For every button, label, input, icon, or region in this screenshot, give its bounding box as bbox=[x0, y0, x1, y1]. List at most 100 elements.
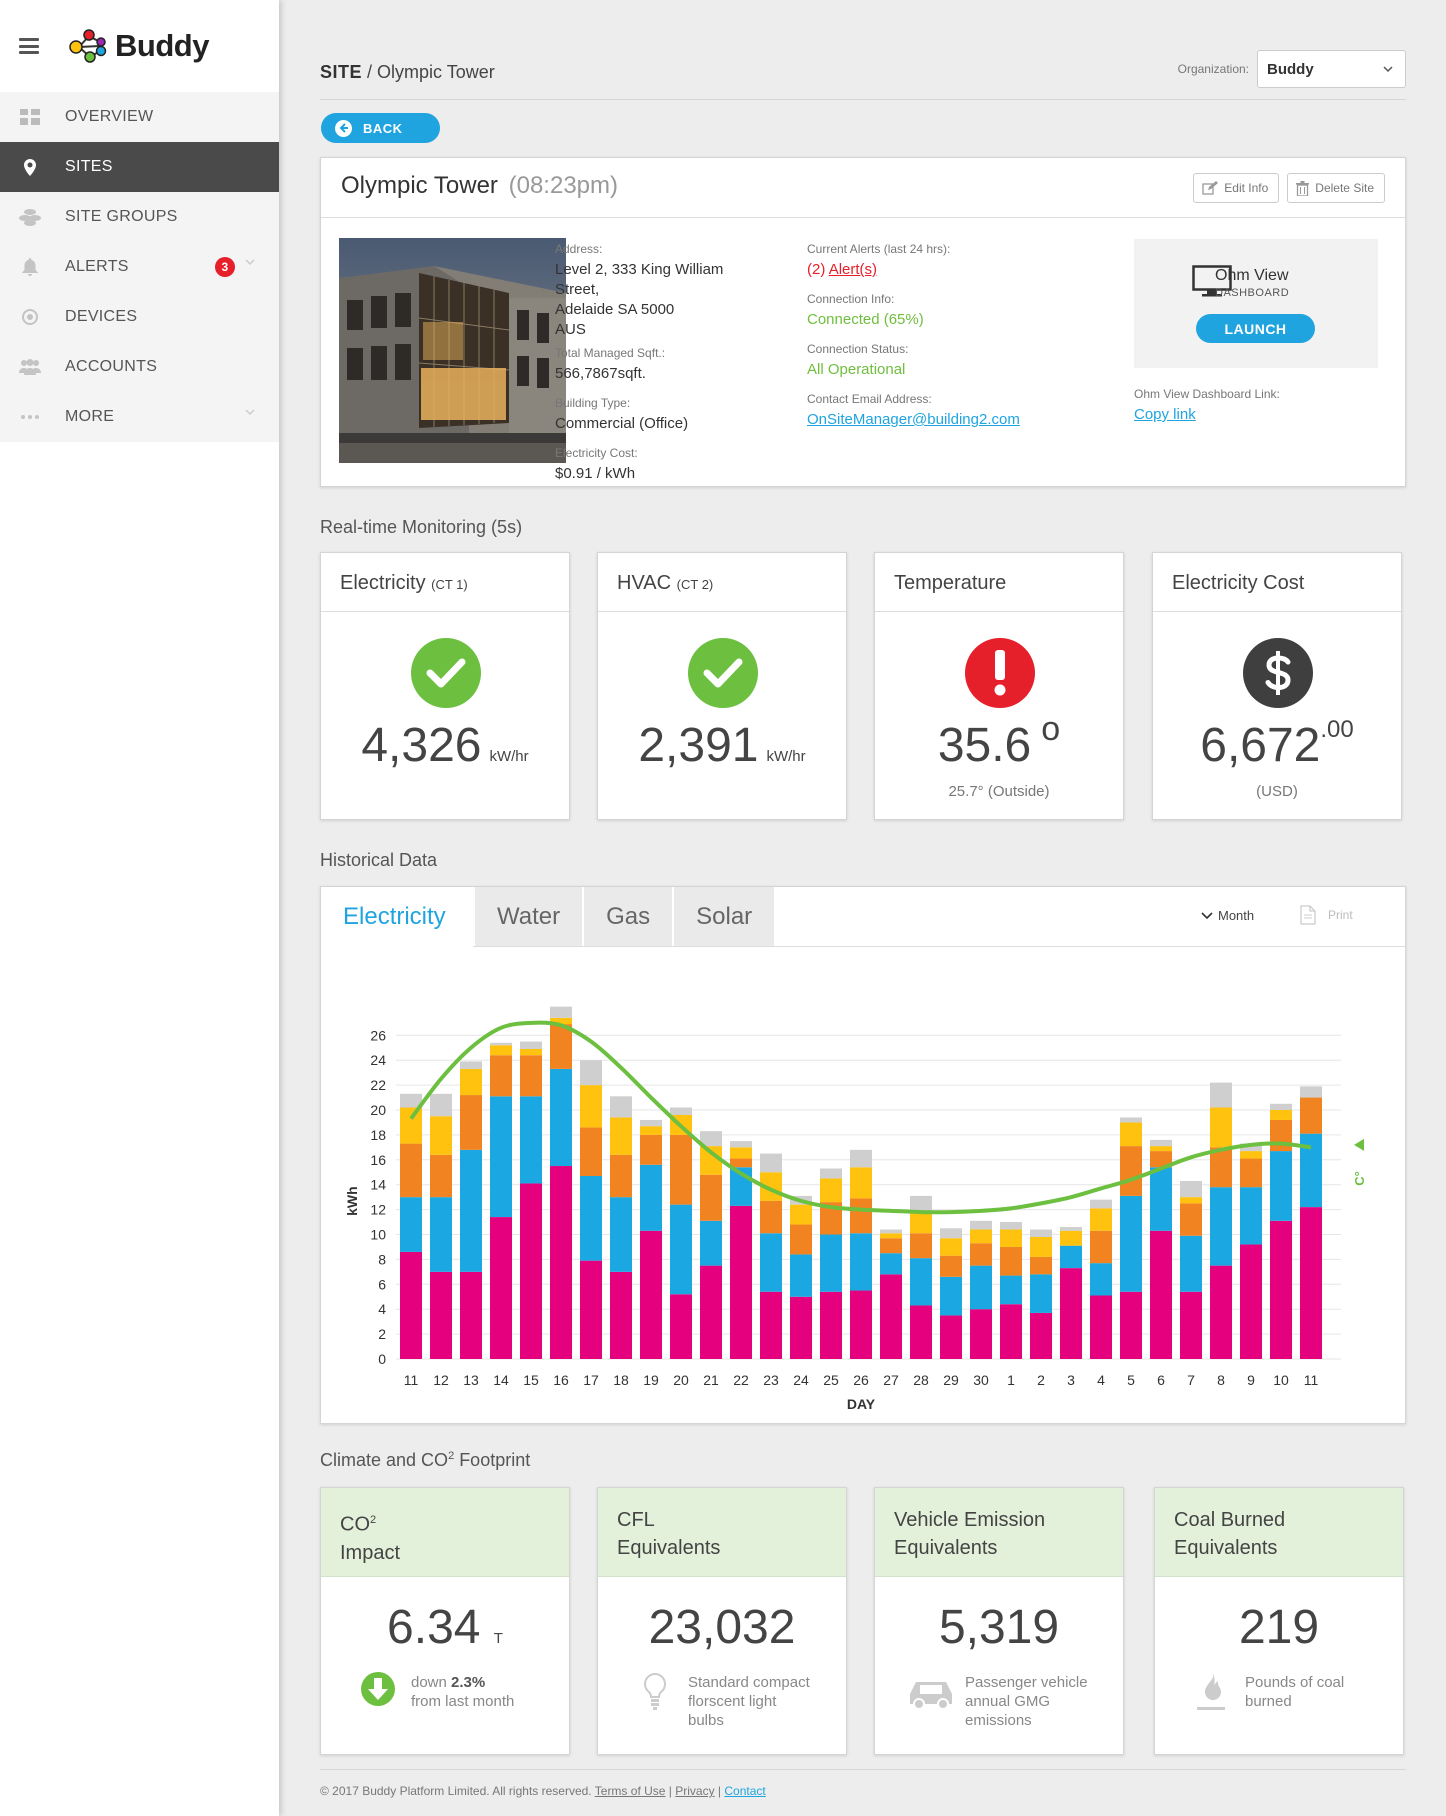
chevron-down-icon[interactable] bbox=[245, 259, 255, 266]
bar-segment bbox=[610, 1117, 632, 1155]
bar-segment bbox=[1030, 1274, 1052, 1313]
period-dropdown[interactable]: Month bbox=[1201, 908, 1254, 923]
bar-segment bbox=[940, 1315, 962, 1359]
users-icon bbox=[19, 356, 41, 378]
tab-gas[interactable]: Gas bbox=[584, 887, 673, 947]
bar-segment bbox=[910, 1233, 932, 1259]
bar-segment bbox=[550, 1024, 572, 1069]
site-actions: Edit Info Delete Site bbox=[1193, 173, 1385, 203]
delete-site-label: Delete Site bbox=[1315, 181, 1374, 195]
bar-segment bbox=[1000, 1229, 1022, 1247]
chevron-down-icon[interactable] bbox=[245, 409, 255, 416]
edit-info-button[interactable]: Edit Info bbox=[1193, 173, 1280, 203]
y-tick-label: 2 bbox=[378, 1326, 386, 1342]
desc-line: Passenger vehicle bbox=[965, 1674, 1088, 1691]
bar-segment bbox=[400, 1093, 422, 1108]
nav-item-devices[interactable]: DEVICES bbox=[0, 292, 279, 342]
bar-segment bbox=[700, 1220, 722, 1266]
contact-email-link[interactable]: OnSiteManager@building2.com bbox=[807, 411, 1020, 428]
organization-dropdown[interactable]: Buddy bbox=[1257, 50, 1406, 88]
terms-link[interactable]: Terms of Use bbox=[594, 1784, 666, 1798]
x-tick-label: 28 bbox=[913, 1372, 929, 1388]
card-unit: .00 bbox=[1320, 716, 1354, 743]
nav-item-alerts[interactable]: ALERTS 3 bbox=[0, 242, 279, 292]
nav-list: OVERVIEW SITES SITE GROUPS ALERTS 3 DEVI… bbox=[0, 92, 279, 442]
address-line: AUS bbox=[555, 321, 586, 338]
ohm-view-panel: Ohm View DASHBOARD LAUNCH bbox=[1134, 239, 1378, 368]
breadcrumb-section[interactable]: SITE bbox=[320, 62, 363, 82]
bar-segment bbox=[1060, 1245, 1082, 1269]
desc-line: bulbs bbox=[688, 1712, 724, 1729]
check-icon bbox=[411, 638, 481, 708]
card-title-sup: 2 bbox=[370, 1514, 377, 1526]
bar-segment bbox=[1030, 1256, 1052, 1275]
bar-segment bbox=[850, 1149, 872, 1168]
launch-button[interactable]: LAUNCH bbox=[1196, 314, 1315, 343]
x-tick-label: 3 bbox=[1067, 1372, 1075, 1388]
bar-segment bbox=[880, 1238, 902, 1254]
bar-segment bbox=[1000, 1222, 1022, 1230]
card-value-wrap: 2,391 kW/hr bbox=[598, 718, 846, 773]
address-value: Level 2, 333 King William Street, Adelai… bbox=[555, 260, 765, 340]
bar-segment bbox=[640, 1230, 662, 1359]
privacy-link[interactable]: Privacy bbox=[675, 1784, 715, 1798]
bar-segment bbox=[1270, 1103, 1292, 1110]
bar-segment bbox=[730, 1205, 752, 1359]
print-button[interactable]: Print bbox=[1300, 905, 1353, 925]
copy-link[interactable]: Copy link bbox=[1134, 406, 1196, 423]
nav-item-accounts[interactable]: ACCOUNTS bbox=[0, 342, 279, 392]
x-tick-label: 25 bbox=[823, 1372, 839, 1388]
nav-item-overview[interactable]: OVERVIEW bbox=[0, 92, 279, 142]
alerts-link[interactable]: Alert(s) bbox=[828, 261, 878, 278]
bar-segment bbox=[430, 1116, 452, 1155]
bar-segment bbox=[820, 1291, 842, 1359]
back-button[interactable]: BACK bbox=[321, 113, 440, 143]
hamburger-menu-icon[interactable] bbox=[19, 38, 39, 54]
target-icon bbox=[19, 306, 41, 328]
card-value: 35.6 bbox=[937, 719, 1032, 772]
realtime-card-electricity: Electricity (CT 1) 4,326 kW/hr bbox=[320, 552, 570, 820]
y-tick-label: 12 bbox=[370, 1202, 386, 1218]
tab-water[interactable]: Water bbox=[475, 887, 583, 947]
nav-label: MORE bbox=[65, 408, 115, 425]
delete-site-button[interactable]: Delete Site bbox=[1287, 173, 1385, 203]
organization-label: Organization: bbox=[1177, 62, 1249, 76]
bar-segment bbox=[1270, 1151, 1292, 1221]
brand-logo[interactable]: Buddy bbox=[65, 24, 209, 68]
bar-segment bbox=[1030, 1229, 1052, 1237]
card-title: Coal Burned bbox=[1174, 1509, 1286, 1531]
card-header: CFL Equivalents bbox=[598, 1488, 846, 1577]
bar-segment bbox=[1270, 1110, 1292, 1120]
monitor-icon bbox=[1192, 265, 1232, 297]
contact-link[interactable]: Contact bbox=[724, 1784, 766, 1798]
y-tick-label: 4 bbox=[378, 1301, 386, 1317]
site-info-card: Olympic Tower (08:23pm) Edit Info Delete… bbox=[320, 157, 1406, 487]
bar-segment bbox=[1150, 1167, 1172, 1231]
bar-segment bbox=[910, 1195, 932, 1213]
x-tick-label: 5 bbox=[1127, 1372, 1135, 1388]
sqft-value: 566,7867sqft. bbox=[555, 365, 646, 382]
card-header: Electricity (CT 1) bbox=[321, 553, 569, 612]
nav-label: ALERTS bbox=[65, 258, 129, 275]
tab-solar[interactable]: Solar bbox=[674, 887, 775, 947]
tab-electricity[interactable]: Electricity bbox=[321, 887, 473, 947]
bar-segment bbox=[1150, 1151, 1172, 1168]
climate-title-tail: Footprint bbox=[454, 1450, 531, 1470]
building-type-label: Building Type: bbox=[555, 396, 631, 410]
card-subtext: (USD) bbox=[1256, 783, 1298, 800]
bar-segment bbox=[550, 1006, 572, 1018]
bar-segment bbox=[1090, 1199, 1112, 1209]
card-header: HVAC (CT 2) bbox=[598, 553, 846, 612]
card-subtext: 25.7° (Outside) bbox=[948, 783, 1050, 800]
nav-item-sites[interactable]: SITES bbox=[0, 142, 279, 192]
bar-segment bbox=[1300, 1133, 1322, 1208]
edit-icon bbox=[1202, 181, 1219, 195]
sidebar: Buddy OVERVIEW SITES SITE GROUPS ALERTS … bbox=[0, 0, 279, 1816]
x-tick-label: 26 bbox=[853, 1372, 869, 1388]
bar-segment bbox=[430, 1271, 452, 1359]
nav-item-site-groups[interactable]: SITE GROUPS bbox=[0, 192, 279, 242]
y-tick-label: 18 bbox=[370, 1127, 386, 1143]
nav-item-more[interactable]: MORE bbox=[0, 392, 279, 442]
bar-segment bbox=[970, 1265, 992, 1310]
desc-line: Pounds of coal bbox=[1245, 1674, 1345, 1691]
